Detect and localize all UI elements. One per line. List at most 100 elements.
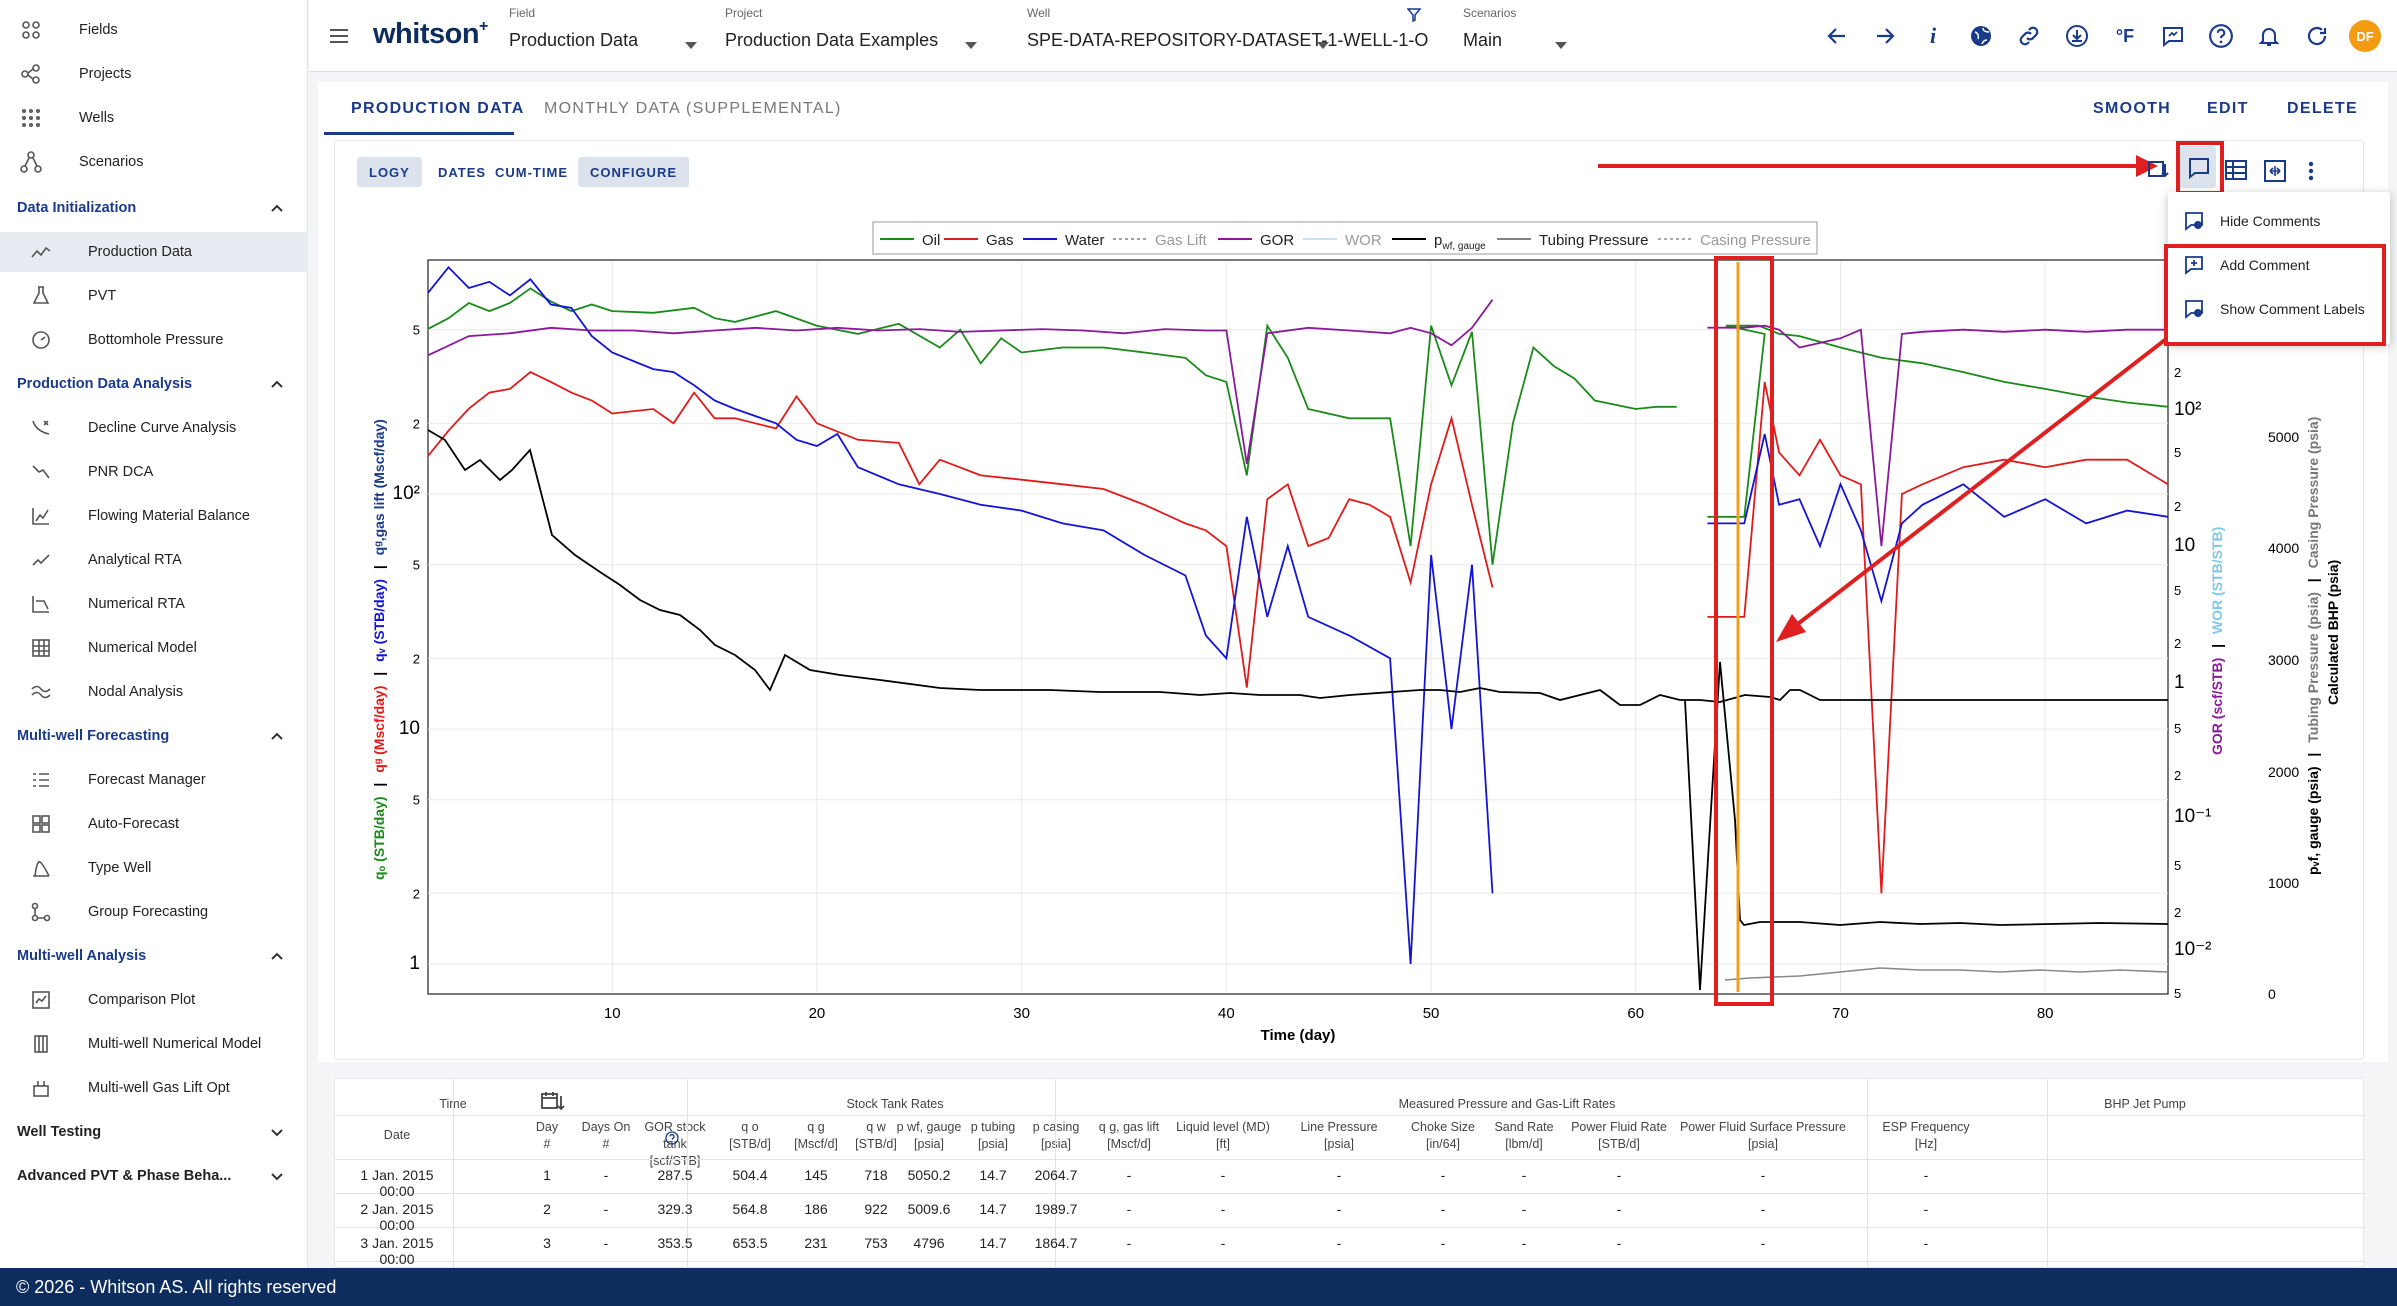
download-icon[interactable]	[2061, 20, 2093, 52]
comments-menu: Hide Comments Add Comment Show Comment L…	[2168, 192, 2390, 344]
sidebar-item-forecast-manager[interactable]: Forecast Manager	[0, 760, 308, 800]
smooth-button[interactable]: SMOOTH	[2093, 100, 2172, 117]
sidebar-section-header[interactable]: Multi-well Forecasting	[0, 716, 308, 756]
column-unit: #	[543, 1137, 551, 1151]
hide-comments-item[interactable]: Hide Comments	[2168, 200, 2390, 242]
sidebar-section-header[interactable]: Data Initialization	[0, 188, 308, 228]
table-column-divider	[1867, 1079, 1868, 1267]
table-row[interactable]: 2 Jan. 2015 00:00 2 - 329.3 564.8 186 922 5009.…	[335, 1195, 2363, 1233]
column-name: p tubing	[970, 1120, 1016, 1134]
table-column-header[interactable]: Days On #	[573, 1119, 639, 1153]
table-column-header[interactable]: Day #	[521, 1119, 573, 1153]
cum-time-toggle[interactable]: CUM-TIME	[495, 164, 568, 180]
sidebar-section-header[interactable]: Production Data Analysis	[0, 364, 308, 404]
sidebar-item-pnr-dca[interactable]: PNR DCA	[0, 452, 308, 492]
table-column-header[interactable]: Choke Size [in/64]	[1401, 1119, 1485, 1153]
sidebar-item-type-well[interactable]: Type Well	[0, 848, 308, 888]
hamburger-menu-icon[interactable]	[327, 24, 351, 48]
sidebar-section-header[interactable]: Well Testing	[0, 1112, 308, 1152]
sidebar-item-label: PVT	[88, 288, 117, 304]
sidebar-item-flowing-material-balance[interactable]: Flowing Material Balance	[0, 496, 308, 536]
sidebar-item-numerical-rta[interactable]: Numerical RTA	[0, 584, 308, 624]
well-selector[interactable]: Well SPE-DATA-REPOSITORY-DATASET-1-WELL-…	[1027, 6, 1429, 50]
sidebar-section-header[interactable]: Multi-well Analysis	[0, 936, 308, 976]
date-sort-icon[interactable]	[541, 1091, 565, 1115]
table-column-header[interactable]: Power Fluid Rate [STB/d]	[1563, 1119, 1675, 1153]
comparison-plot-icon	[28, 987, 54, 1013]
table-view-icon[interactable]	[2225, 160, 2249, 182]
table-column-header[interactable]: Sand Rate [lbm/d]	[1485, 1119, 1563, 1153]
table-column-header[interactable]: q o [STB/d]	[713, 1119, 787, 1153]
sort-icon[interactable]	[2146, 158, 2170, 182]
column-unit: [psia]	[1748, 1137, 1778, 1151]
user-avatar[interactable]: DF	[2349, 20, 2381, 52]
sidebar-item-projects[interactable]: Projects	[0, 54, 308, 94]
globe-icon[interactable]	[1965, 20, 1997, 52]
scenario-selector[interactable]: Scenarios Main	[1463, 6, 1573, 62]
table-column-header[interactable]: q w [STB/d]	[847, 1119, 905, 1153]
table-cell: 3 Jan. 2015 00:00	[360, 1235, 434, 1267]
sidebar-item-group-forecasting[interactable]: Group Forecasting	[0, 892, 308, 932]
info-icon[interactable]: i	[1929, 23, 1937, 48]
units-icon[interactable]: °F	[2115, 25, 2135, 46]
comments-icon[interactable]	[2187, 156, 2211, 180]
configure-button[interactable]: CONFIGURE	[578, 157, 689, 187]
feedback-icon[interactable]	[2157, 20, 2189, 52]
more-options-icon[interactable]	[2307, 160, 2319, 182]
table-cell: 186	[804, 1201, 828, 1217]
back-arrow-icon[interactable]	[1821, 20, 1853, 52]
table-column-header[interactable]: p casing [psia]	[1021, 1119, 1091, 1153]
sidebar-item-multi-well-numerical-model[interactable]: Multi-well Numerical Model	[0, 1024, 308, 1064]
table-column-header[interactable]: q g, gas lift [Mscf/d]	[1093, 1119, 1165, 1153]
forward-arrow-icon[interactable]	[1869, 20, 1901, 52]
brand-logo[interactable]: whitson+	[373, 18, 488, 50]
table-cell: -	[1521, 1235, 1527, 1251]
column-unit: [psia]	[1021, 1136, 1091, 1153]
tab-production-data[interactable]: PRODUCTION DATA	[351, 100, 525, 117]
help-icon[interactable]	[665, 1131, 679, 1145]
tab-monthly-data[interactable]: MONTHLY DATA (SUPPLEMENTAL)	[544, 100, 842, 117]
table-column-header[interactable]: Line Pressure [psia]	[1277, 1119, 1401, 1153]
table-cell: -	[1760, 1235, 1766, 1251]
sidebar-item-fields[interactable]: Fields	[0, 10, 308, 50]
fit-to-screen-icon[interactable]	[2264, 160, 2288, 182]
sidebar-item-nodal-analysis[interactable]: Nodal Analysis	[0, 672, 308, 712]
sidebar-item-multi-well-gas-lift-opt[interactable]: Multi-well Gas Lift Opt	[0, 1068, 308, 1108]
filter-icon[interactable]	[1407, 8, 1421, 22]
link-icon[interactable]	[2013, 20, 2045, 52]
edit-button[interactable]: EDIT	[2207, 100, 2249, 117]
sidebar-item-pvt[interactable]: PVT	[0, 276, 308, 316]
table-column-header[interactable]: ESP Frequency [Hz]	[1851, 1119, 2001, 1153]
help-icon[interactable]	[2205, 20, 2237, 52]
sidebar-item-label: Group Forecasting	[88, 904, 209, 920]
sidebar-item-auto-forecast[interactable]: Auto-Forecast	[0, 804, 308, 844]
sidebar-item-wells[interactable]: Wells	[0, 98, 308, 138]
sidebar-item-numerical-model[interactable]: Numerical Model	[0, 628, 308, 668]
table-column-header[interactable]: p wf, gauge [psia]	[893, 1119, 965, 1153]
table-row[interactable]: 3 Jan. 2015 00:00 3 - 353.5 653.5 231 753 4796 1…	[335, 1229, 2363, 1267]
logy-toggle[interactable]: LOGY	[357, 157, 422, 187]
table-column-header[interactable]: q g [Mscf/d]	[783, 1119, 849, 1153]
sidebar-item-decline-curve-analysis[interactable]: Decline Curve Analysis	[0, 408, 308, 448]
sidebar-section-header[interactable]: Advanced PVT & Phase Beha...	[0, 1156, 308, 1196]
add-comment-item[interactable]: Add Comment	[2168, 244, 2390, 286]
table-column-header[interactable]: Power Fluid Surface Pressure [psia]	[1675, 1119, 1851, 1153]
table-row[interactable]: 1 Jan. 2015 00:00 1 - 287.5 504.4 145 718 5050.…	[335, 1161, 2363, 1199]
sidebar-item-comparison-plot[interactable]: Comparison Plot	[0, 980, 308, 1020]
refresh-icon[interactable]	[2301, 20, 2333, 52]
sidebar-item-scenarios[interactable]: Scenarios	[0, 142, 308, 182]
table-column-header[interactable]: p tubing [psia]	[967, 1119, 1019, 1153]
delete-button[interactable]: DELETE	[2287, 100, 2358, 117]
sidebar-item-label: Flowing Material Balance	[88, 508, 250, 524]
sidebar-item-production-data[interactable]: Production Data	[0, 232, 308, 272]
active-tab-indicator	[324, 132, 514, 135]
sidebar-item-analytical-rta[interactable]: Analytical RTA	[0, 540, 308, 580]
project-selector[interactable]: Project Production Data Examples	[725, 6, 985, 62]
table-column-header[interactable]: Date	[343, 1127, 451, 1144]
dates-toggle[interactable]: DATES	[438, 164, 487, 180]
show-comment-labels-item[interactable]: Show Comment Labels	[2168, 288, 2390, 330]
sidebar-item-bottomhole-pressure[interactable]: Bottomhole Pressure	[0, 320, 308, 360]
field-selector[interactable]: Field Production Data	[509, 6, 709, 62]
table-column-header[interactable]: Liquid level (MD) [ft]	[1169, 1119, 1277, 1153]
notification-bell-icon[interactable]	[2253, 20, 2285, 52]
